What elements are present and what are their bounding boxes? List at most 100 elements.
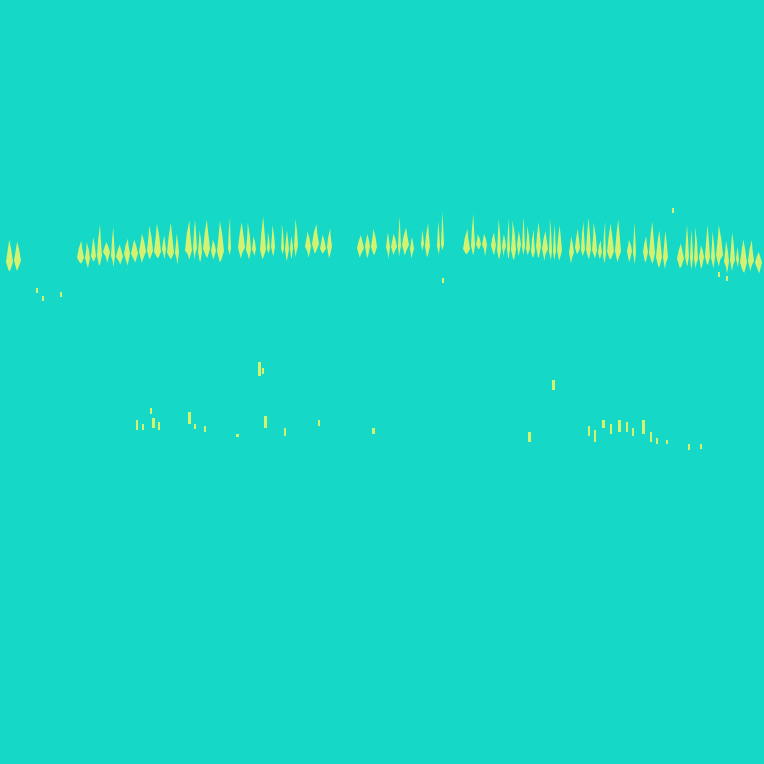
glyph-mark [553, 224, 556, 260]
tick-mark [158, 422, 160, 430]
glyph-mark [542, 230, 548, 261]
tick-mark [264, 416, 267, 428]
tick-mark [204, 426, 206, 432]
tick-mark [632, 428, 634, 436]
glyph-mark [124, 238, 130, 266]
glyph-mark [633, 222, 636, 264]
glyph-mark [502, 234, 506, 257]
glyph-mark [643, 236, 648, 263]
glyph-mark [14, 241, 21, 271]
tick-mark [618, 420, 621, 432]
glyph-mark [575, 228, 580, 254]
glyph-mark [211, 239, 216, 259]
tick-mark [150, 408, 152, 414]
glyph-mark [603, 221, 606, 263]
glyph-mark [193, 219, 197, 260]
stray-mark [718, 272, 720, 277]
glyph-mark [437, 220, 440, 255]
glyph-mark [116, 244, 123, 265]
tick-mark [258, 362, 261, 376]
glyph-mark [111, 226, 115, 268]
glyph-mark [724, 240, 729, 274]
glyph-mark [267, 232, 270, 254]
glyph-mark [281, 223, 284, 255]
glyph-mark [402, 227, 409, 256]
glyph-mark [677, 243, 684, 269]
glyph-mark [705, 224, 710, 265]
tick-mark [610, 424, 612, 434]
glyph-mark [497, 218, 501, 259]
glyph-mark [526, 225, 530, 256]
glyph-mark [175, 233, 179, 265]
glyph-mark [740, 239, 747, 274]
glyph-mark [549, 218, 552, 261]
tick-mark [700, 444, 702, 449]
glyph-mark [285, 230, 289, 261]
glyph-mark [690, 229, 693, 269]
glyph-mark [615, 219, 621, 262]
glyph-mark [748, 239, 754, 272]
tick-mark [552, 380, 555, 390]
glyph-mark [531, 229, 535, 258]
glyph-mark [203, 219, 210, 259]
glyph-mark [711, 231, 715, 269]
glyph-mark [421, 230, 424, 251]
glyph-mark [6, 239, 13, 271]
lower-band [136, 362, 702, 450]
glyph-mark [290, 236, 293, 259]
glyph-mark [511, 220, 516, 260]
tick-mark [642, 420, 645, 434]
tick-mark [236, 434, 239, 437]
glyph-mark [327, 228, 332, 259]
glyph-mark [371, 228, 377, 255]
glyph-mark [217, 221, 224, 263]
glyph-mark [557, 225, 562, 261]
glyph-mark [694, 227, 698, 269]
tick-mark [656, 438, 658, 444]
glyph-mark [228, 217, 231, 255]
glyph-mark [260, 216, 266, 260]
tick-mark [626, 422, 628, 432]
glyph-mark [425, 223, 430, 258]
tick-mark [262, 368, 264, 374]
glyph-mark [507, 219, 510, 259]
upper-band [6, 208, 762, 301]
glyph-mark [398, 216, 401, 257]
glyph-mark [185, 220, 192, 260]
glyph-mark [730, 232, 735, 271]
glyph-mark [607, 223, 614, 260]
glyph-mark [685, 225, 689, 267]
glyph-mark [491, 232, 496, 256]
glyph-mark [246, 222, 251, 260]
glyph-mark [649, 221, 655, 264]
glyph-mark [391, 233, 397, 255]
tick-mark [650, 432, 652, 442]
stray-mark [42, 296, 44, 301]
glyph-mark [198, 229, 202, 262]
glyph-mark [91, 237, 96, 262]
stray-mark [442, 278, 444, 283]
glyph-mark [97, 224, 102, 266]
glyph-mark [755, 251, 762, 274]
glyph-mark [252, 236, 256, 257]
glyph-mark [716, 225, 723, 267]
tick-mark [588, 426, 590, 436]
glyph-mark [365, 234, 370, 258]
glyph-mark [162, 235, 166, 260]
glyph-mark [147, 225, 153, 260]
tick-mark [194, 424, 196, 429]
glyph-mark [592, 222, 597, 259]
glyph-mark [463, 229, 470, 254]
glyph-mark [471, 213, 475, 256]
tick-mark [372, 428, 375, 434]
tick-mark [284, 428, 286, 436]
glyph-mark [581, 221, 585, 257]
glyph-mark [517, 231, 521, 257]
glyph-mark [663, 230, 668, 270]
tick-mark [152, 418, 155, 428]
glyph-mark [476, 234, 481, 250]
glyph-mark [386, 232, 390, 260]
glyph-mark [598, 240, 602, 259]
glyph-mark [294, 218, 298, 258]
